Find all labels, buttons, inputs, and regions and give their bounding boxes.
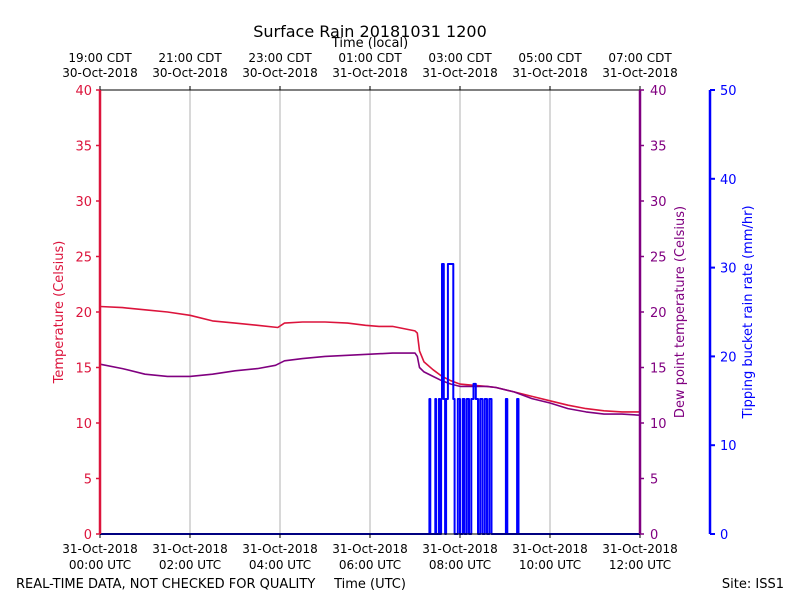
temperature-tick-label: 0 — [84, 528, 92, 543]
rain-rate-tick-label: 30 — [720, 262, 737, 277]
x-tick-label-date: 31-Oct-2018 — [152, 542, 228, 556]
x-tick-label-date: 31-Oct-2018 — [422, 542, 498, 556]
top-tick-label-time: 01:00 CDT — [338, 51, 402, 65]
temperature-axis-label: Temperature (Celsius) — [52, 241, 67, 385]
temperature-tick-label: 35 — [75, 140, 92, 155]
x-tick-label-time: 12:00 UTC — [609, 558, 671, 572]
dewpoint-axis-label: Dew point temperature (Celsius) — [673, 206, 688, 418]
top-tick-label-date: 30-Oct-2018 — [62, 66, 138, 80]
x-tick-label-date: 31-Oct-2018 — [242, 542, 318, 556]
top-tick-label-date: 31-Oct-2018 — [332, 66, 408, 80]
site-label: Site: ISS1 — [722, 577, 784, 592]
top-axis-label: Time (local) — [331, 36, 408, 51]
temperature-tick-label: 40 — [75, 84, 92, 99]
rain-rate-tick-label: 40 — [720, 173, 737, 188]
rain-rate-tick-label: 20 — [720, 350, 737, 365]
temperature-tick-label: 20 — [75, 306, 92, 321]
quality-disclaimer: REAL-TIME DATA, NOT CHECKED FOR QUALITY — [16, 577, 315, 592]
temperature-tick-label: 15 — [75, 362, 92, 377]
top-tick-label-date: 31-Oct-2018 — [602, 66, 678, 80]
temperature-tick-label: 30 — [75, 195, 92, 210]
x-tick-label-date: 31-Oct-2018 — [602, 542, 678, 556]
rain-rate-tick-label: 0 — [720, 528, 728, 543]
dewpoint-tick-label: 0 — [650, 528, 658, 543]
top-tick-label-date: 31-Oct-2018 — [512, 66, 588, 80]
top-tick-label-time: 03:00 CDT — [428, 51, 492, 65]
x-tick-label-date: 31-Oct-2018 — [62, 542, 138, 556]
x-tick-label-time: 02:00 UTC — [159, 558, 221, 572]
dewpoint-tick-label: 35 — [650, 140, 667, 155]
top-tick-label-time: 21:00 CDT — [158, 51, 222, 65]
x-axis-label: Time (UTC) — [333, 577, 406, 592]
rain-rate-tick-label: 50 — [720, 84, 737, 99]
x-tick-label-time: 00:00 UTC — [69, 558, 131, 572]
dewpoint-tick-label: 10 — [650, 417, 667, 432]
x-tick-label-time: 04:00 UTC — [249, 558, 311, 572]
series-layer — [99, 263, 641, 535]
grid — [189, 90, 551, 534]
dewpoint-tick-label: 15 — [650, 362, 667, 377]
top-tick-label-time: 23:00 CDT — [248, 51, 312, 65]
temperature-line — [99, 305, 640, 413]
x-tick-label-date: 31-Oct-2018 — [512, 542, 588, 556]
rain-rate-axis-label: Tipping bucket rain rate (mm/hr) — [741, 205, 756, 419]
top-tick-label-time: 05:00 CDT — [518, 51, 582, 65]
top-tick-label-time: 19:00 CDT — [68, 51, 132, 65]
rain-rate-tick-label: 10 — [720, 439, 737, 454]
x-tick-label-time: 10:00 UTC — [519, 558, 581, 572]
temperature-tick-label: 10 — [75, 417, 92, 432]
tipping-bucket-rain-rate-line — [100, 263, 640, 535]
dewpoint-tick-label: 30 — [650, 195, 667, 210]
chart-title: Surface Rain 20181031 1200 — [253, 22, 487, 41]
x-tick-label-time: 08:00 UTC — [429, 558, 491, 572]
temperature-tick-label: 25 — [75, 251, 92, 266]
temperature-tick-label: 5 — [84, 473, 92, 488]
x-tick-label-date: 31-Oct-2018 — [332, 542, 408, 556]
dewpoint-tick-label: 25 — [650, 251, 667, 266]
top-tick-label-time: 07:00 CDT — [608, 51, 672, 65]
top-tick-label-date: 31-Oct-2018 — [422, 66, 498, 80]
dewpoint-tick-label: 20 — [650, 306, 667, 321]
dew-point-line — [99, 352, 641, 416]
x-tick-label-time: 06:00 UTC — [339, 558, 401, 572]
top-tick-label-date: 30-Oct-2018 — [242, 66, 318, 80]
dewpoint-tick-label: 5 — [650, 473, 658, 488]
dewpoint-tick-label: 40 — [650, 84, 667, 99]
top-tick-label-date: 30-Oct-2018 — [152, 66, 228, 80]
